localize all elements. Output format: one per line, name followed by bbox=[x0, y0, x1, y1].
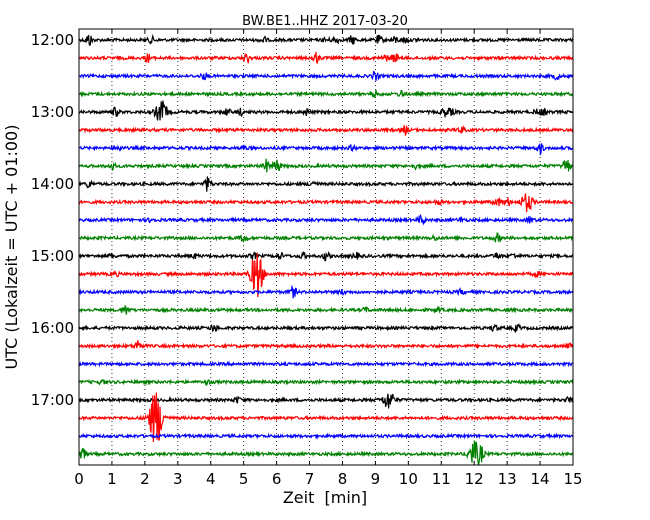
x-tick-label: 2 bbox=[140, 470, 150, 488]
x-tick-label: 0 bbox=[74, 470, 84, 488]
trace-line bbox=[78, 305, 574, 315]
trace-row bbox=[78, 232, 573, 244]
grid-layer bbox=[111, 29, 541, 465]
trace-line bbox=[78, 378, 574, 387]
trace-line bbox=[78, 322, 574, 334]
trace-line bbox=[78, 51, 574, 64]
x-axis-label: Zeit [min] bbox=[283, 488, 367, 507]
trace-row bbox=[78, 340, 574, 350]
trace-row bbox=[78, 100, 574, 121]
x-tick-label: 11 bbox=[432, 470, 451, 488]
trace-line bbox=[78, 158, 574, 173]
x-tick-label: 1 bbox=[107, 470, 117, 488]
trace-line bbox=[78, 432, 574, 440]
plot-frame bbox=[78, 28, 574, 466]
trace-line bbox=[78, 89, 574, 98]
trace-row bbox=[78, 393, 574, 409]
trace-line bbox=[78, 70, 574, 81]
trace-row bbox=[78, 440, 573, 466]
x-tick-label: 12 bbox=[465, 470, 484, 488]
x-tick-label: 9 bbox=[371, 470, 381, 488]
traces-layer bbox=[78, 33, 574, 466]
trace-line bbox=[78, 440, 573, 466]
trace-line bbox=[78, 213, 574, 226]
trace-row bbox=[78, 392, 574, 443]
x-ticks-layer: 0 1 2 3 4 5 6 7 8 9 10 11 12 13 14 15 bbox=[74, 29, 583, 488]
trace-line bbox=[78, 392, 574, 443]
y-tick-label: 17:00 bbox=[31, 391, 74, 409]
y-ticks-layer: 12:00 13:00 14:00 15:00 16:00 17:00 bbox=[31, 31, 573, 409]
trace-line bbox=[78, 125, 574, 137]
trace-row bbox=[78, 322, 574, 334]
y-tick-label: 14:00 bbox=[31, 175, 74, 193]
trace-row bbox=[78, 51, 574, 64]
y-axis-label: UTC (Lokalzeit = UTC + 01:00) bbox=[2, 125, 21, 370]
trace-line bbox=[78, 340, 574, 350]
trace-row bbox=[78, 360, 573, 368]
trace-line bbox=[78, 232, 573, 244]
x-tick-label: 10 bbox=[399, 470, 418, 488]
trace-line bbox=[78, 143, 573, 157]
x-tick-label: 3 bbox=[173, 470, 183, 488]
trace-row bbox=[78, 158, 574, 173]
trace-line bbox=[78, 393, 574, 409]
x-tick-label: 14 bbox=[531, 470, 550, 488]
x-tick-label: 13 bbox=[498, 470, 517, 488]
trace-row bbox=[78, 252, 574, 298]
trace-row bbox=[78, 284, 574, 299]
trace-row bbox=[78, 378, 574, 387]
chart-title: BW.BE1..HHZ 2017-03-20 bbox=[242, 14, 408, 29]
trace-line bbox=[78, 252, 574, 298]
x-tick-label: 15 bbox=[563, 470, 582, 488]
x-tick-label: 8 bbox=[338, 470, 348, 488]
trace-row bbox=[78, 33, 574, 47]
trace-row bbox=[78, 143, 573, 157]
trace-line bbox=[78, 193, 573, 213]
y-tick-label: 15:00 bbox=[31, 247, 74, 265]
x-tick-label: 4 bbox=[206, 470, 216, 488]
trace-row bbox=[78, 70, 574, 81]
trace-row bbox=[78, 305, 574, 315]
x-tick-label: 7 bbox=[305, 470, 315, 488]
trace-row bbox=[78, 125, 574, 137]
trace-line bbox=[78, 284, 574, 299]
y-tick-label: 16:00 bbox=[31, 319, 74, 337]
x-tick-label: 5 bbox=[239, 470, 249, 488]
trace-row bbox=[78, 89, 574, 98]
trace-line bbox=[78, 100, 574, 121]
trace-row bbox=[78, 251, 574, 262]
y-tick-label: 13:00 bbox=[31, 103, 74, 121]
trace-row bbox=[78, 176, 573, 192]
x-tick-label: 6 bbox=[272, 470, 282, 488]
trace-row bbox=[78, 213, 574, 226]
trace-row bbox=[78, 432, 574, 440]
trace-line bbox=[78, 360, 573, 368]
trace-line bbox=[78, 176, 573, 192]
trace-row bbox=[78, 193, 573, 213]
trace-line bbox=[78, 251, 574, 262]
trace-line bbox=[78, 33, 574, 47]
y-tick-label: 12:00 bbox=[31, 31, 74, 49]
